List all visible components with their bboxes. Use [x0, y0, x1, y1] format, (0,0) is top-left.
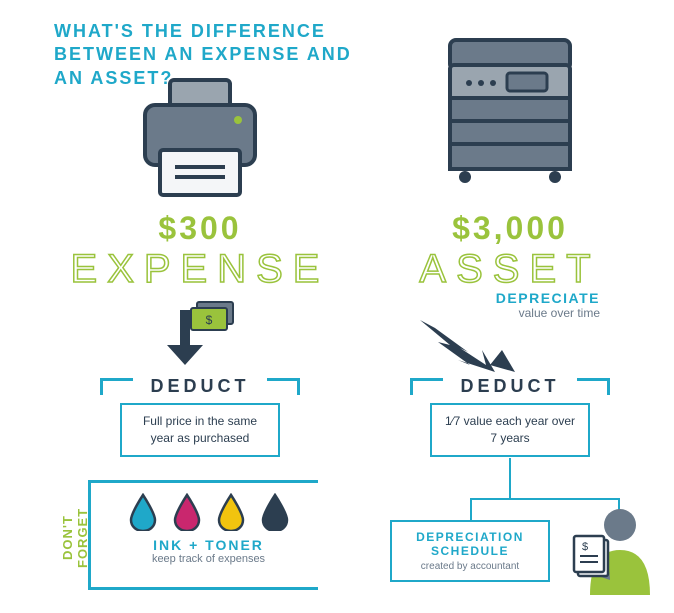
- asset-price: $3,000: [380, 210, 640, 247]
- connector-icon: [470, 498, 472, 520]
- deduct-box-left: Full price in the same year as purchased: [120, 403, 280, 457]
- expense-price: $300: [70, 210, 330, 247]
- svg-text:$: $: [206, 313, 213, 327]
- accountant-icon: $: [560, 500, 660, 605]
- drop-cyan-icon: [128, 493, 158, 531]
- lightning-arrow-icon: [410, 310, 530, 380]
- dont-forget-label: DON'T FORGET: [60, 488, 90, 588]
- expense-label: EXPENSE: [70, 247, 330, 292]
- drop-yellow-icon: [216, 493, 246, 531]
- ink-toner-label: INK + TONER: [105, 537, 312, 553]
- drop-black-icon: [260, 493, 290, 531]
- ink-toner-box: INK + TONER keep track of expenses: [88, 480, 318, 590]
- bracket-icon: [410, 378, 610, 392]
- drop-magenta-icon: [172, 493, 202, 531]
- connector-icon: [509, 458, 511, 498]
- asset-label: ASSET: [380, 247, 640, 292]
- arrow-down-cash-icon: $: [70, 300, 330, 370]
- printer-icon: [70, 75, 330, 205]
- deduct-box-right: 1⁄7 value each year over 7 years: [430, 403, 590, 457]
- copier-icon: [380, 25, 640, 195]
- depreciation-schedule-box: DEPRECIATION SCHEDULE created by account…: [390, 520, 550, 582]
- ink-toner-sub: keep track of expenses: [105, 553, 312, 565]
- depreciate-label: DEPRECIATE: [380, 290, 600, 306]
- depreciation-schedule-sub: created by accountant: [400, 561, 540, 572]
- bracket-icon: [100, 378, 300, 392]
- svg-text:$: $: [582, 541, 588, 553]
- depreciation-schedule-title: DEPRECIATION SCHEDULE: [400, 530, 540, 559]
